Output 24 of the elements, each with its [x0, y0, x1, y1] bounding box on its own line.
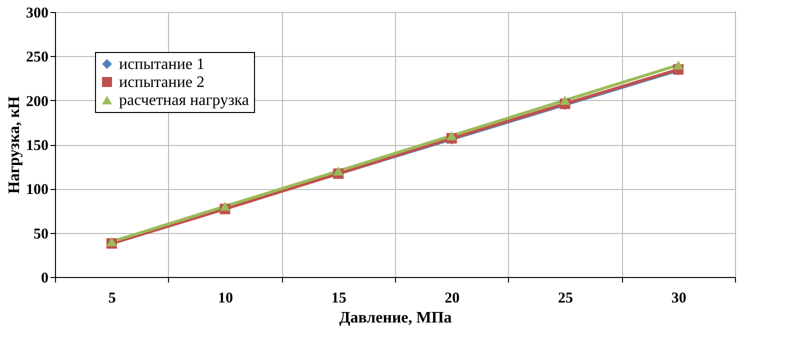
- point: [560, 96, 570, 105]
- x-axis-title: Давление, МПа: [339, 310, 452, 326]
- x-tick-label: 25: [558, 290, 573, 306]
- y-tick-label: 300: [26, 6, 48, 22]
- y-tick-label: 250: [26, 50, 48, 66]
- x-tick-label: 10: [218, 290, 233, 306]
- y-tick-label: 100: [26, 182, 48, 198]
- legend-label: испытание 1: [119, 56, 204, 73]
- y-tick-label: 0: [41, 270, 48, 286]
- y-tick-label: 150: [26, 138, 48, 154]
- legend-label: расчетная нагрузка: [119, 92, 250, 109]
- point: [333, 166, 344, 176]
- y-tick-label: 50: [34, 226, 48, 242]
- y-tick-label: 200: [26, 94, 48, 110]
- legend-label: испытание 2: [119, 74, 204, 91]
- x-tick-label: 5: [108, 290, 116, 306]
- point: [220, 202, 230, 211]
- x-tick-label: 15: [331, 290, 346, 306]
- x-tick-label: 20: [444, 290, 460, 306]
- x-tick-label: 30: [671, 290, 686, 306]
- point: [106, 237, 117, 246]
- y-axis-title: Нагрузка, кН: [6, 96, 23, 194]
- point: [446, 131, 457, 140]
- point: [673, 60, 684, 70]
